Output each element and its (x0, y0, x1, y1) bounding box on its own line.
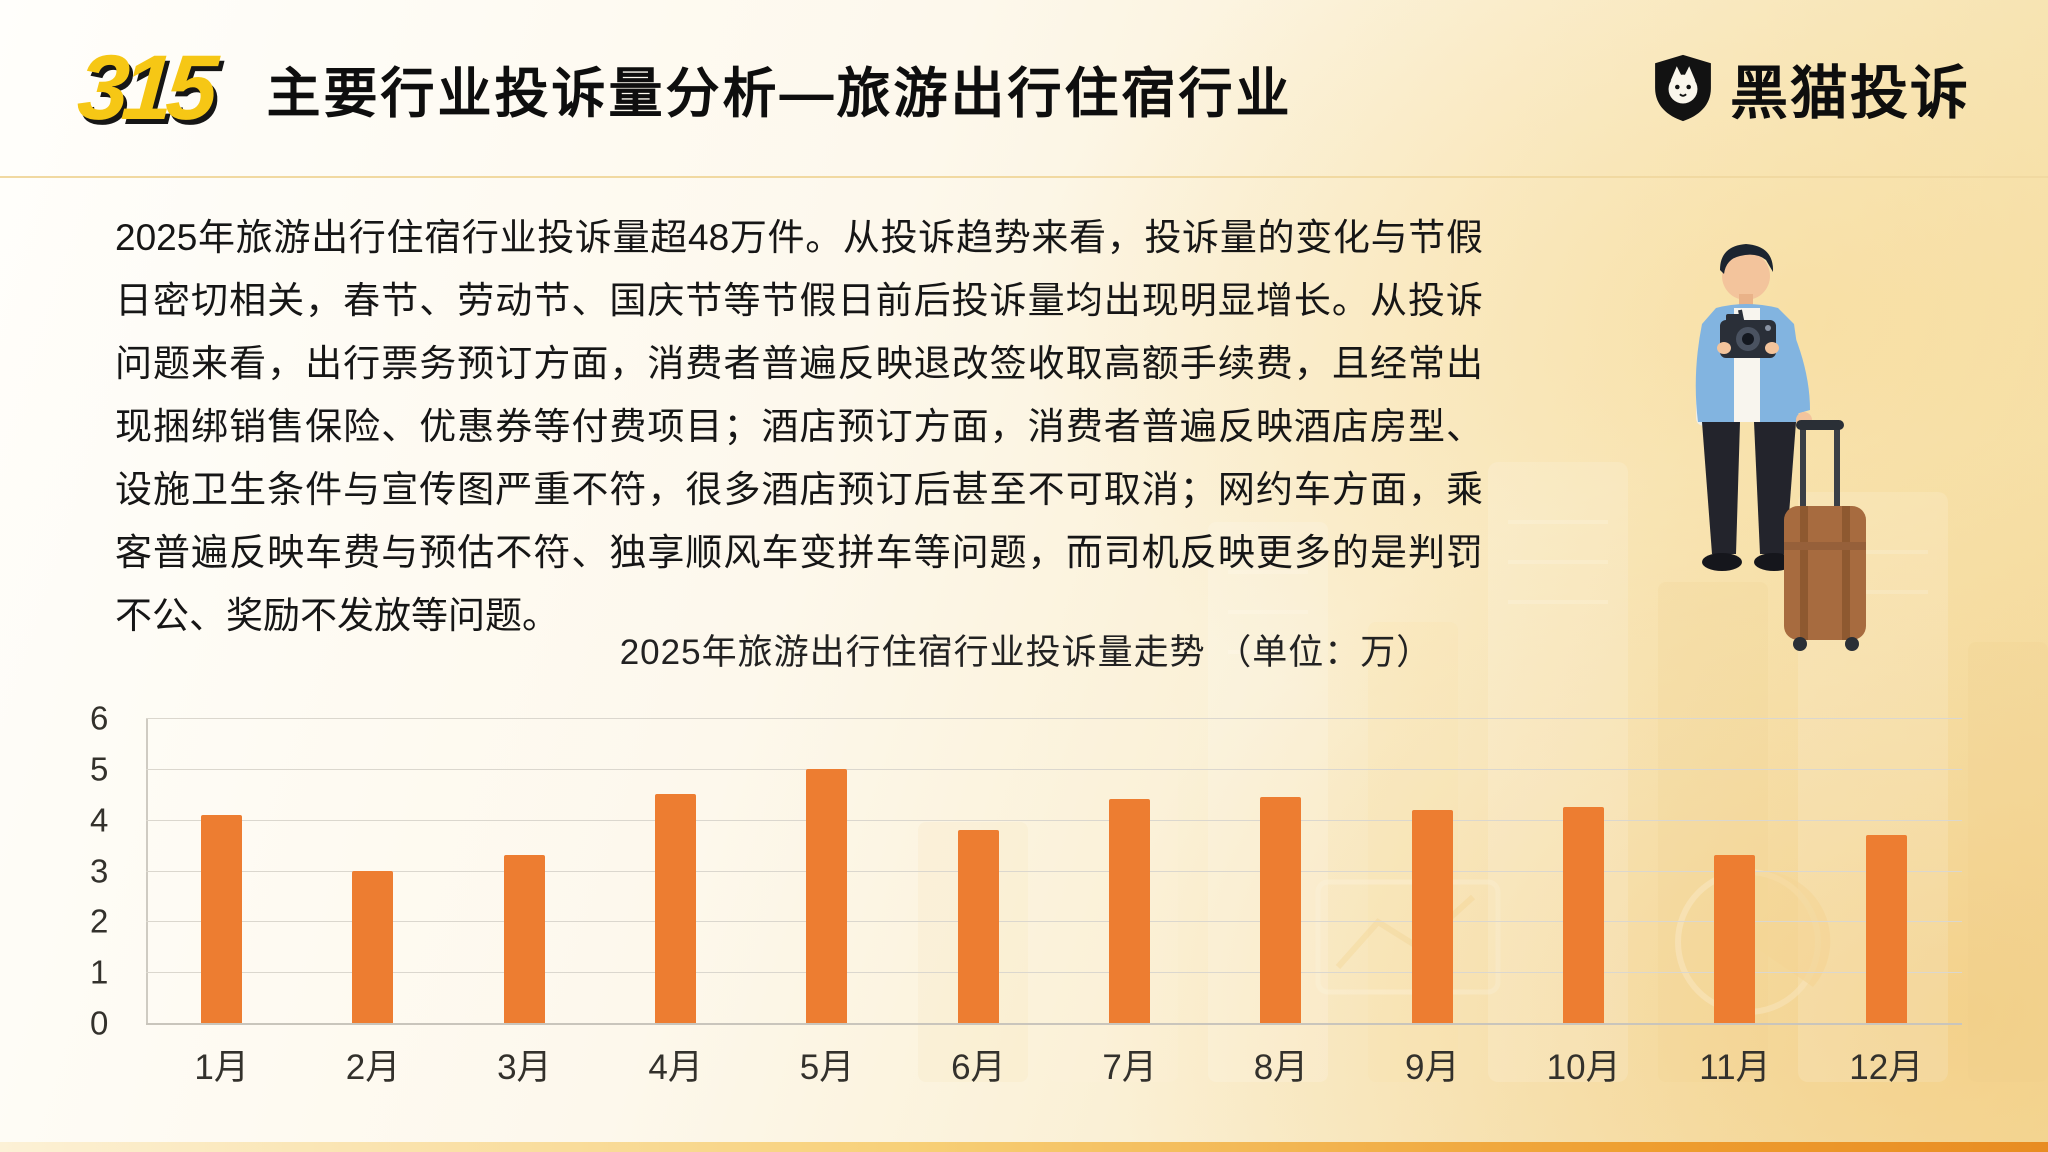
chart-plot-area: 6 5 4 3 2 1 0 (90, 702, 1962, 1040)
bar-column-10月 (1508, 718, 1659, 1023)
bar-column-7月 (1054, 718, 1205, 1023)
bar-5月 (806, 768, 848, 1023)
gridline-1 (146, 972, 1962, 974)
bar-column-8月 (1205, 718, 1356, 1023)
bar-9月 (1411, 809, 1453, 1023)
gridline-2 (146, 921, 1962, 923)
bars-container (146, 718, 1962, 1023)
chart-title: 2025年旅游出行住宿行业投诉量走势 （单位：万） (619, 633, 1433, 672)
traveler-illustration (1695, 244, 1866, 651)
bar-column-11月 (1659, 718, 1810, 1023)
x-tick-6月: 6月 (951, 1048, 1006, 1087)
bar-7月 (1109, 799, 1151, 1023)
bar-6月 (957, 829, 999, 1023)
x-tick-4月: 4月 (648, 1048, 703, 1087)
x-tick-1月: 1月 (194, 1048, 249, 1087)
bar-4月 (655, 794, 697, 1023)
bar-column-2月 (297, 718, 448, 1023)
y-tick-2: 2 (90, 902, 109, 940)
x-tick-12月: 12月 (1849, 1048, 1924, 1087)
brand-name: 黑猫投诉 (1729, 61, 1970, 126)
bar-column-5月 (751, 718, 902, 1023)
bar-2月 (352, 870, 394, 1023)
bar-8月 (1260, 796, 1302, 1023)
x-tick-2月: 2月 (345, 1048, 401, 1087)
315-logo: 315 (74, 37, 215, 139)
bar-column-9月 (1357, 718, 1508, 1023)
gridline-4 (146, 819, 1962, 821)
y-tick-5: 5 (90, 750, 109, 788)
y-tick-3: 3 (90, 852, 109, 889)
bar-column-12月 (1811, 718, 1962, 1023)
bar-11月 (1714, 855, 1756, 1023)
header: 315 主要行业投诉量分析—旅游出行住宿行业 黑猫投诉 (0, 0, 2048, 178)
bar-column-6月 (903, 718, 1054, 1023)
complaints-trend-chart: 2025年旅游出行住宿行业投诉量走势 （单位：万） 6 5 4 3 2 1 0 1月 2月 3月… (90, 624, 1962, 1090)
bar-3月 (503, 855, 545, 1023)
x-tick-3月: 3月 (497, 1048, 552, 1087)
y-tick-1: 1 (90, 953, 109, 991)
x-tick-9月: 9月 (1405, 1048, 1460, 1087)
gridline-0 (146, 1023, 1962, 1025)
gridline-5 (146, 768, 1962, 770)
y-tick-0: 0 (90, 1004, 109, 1042)
bar-12月 (1865, 834, 1907, 1023)
summary-paragraph: 2025年旅游出行住宿行业投诉量超48万件。从投诉趋势来看，投诉量的变化与节假日… (115, 217, 1483, 636)
x-tick-5月: 5月 (799, 1048, 855, 1087)
x-axis-labels: 1月 2月 3月 4月 5月 6月 7月 8月 9月 10月 11月 12月 (146, 1039, 1962, 1090)
x-tick-11月: 11月 (1699, 1048, 1771, 1087)
x-tick-8月: 8月 (1253, 1048, 1309, 1087)
bottom-accent-strip (0, 1142, 2048, 1152)
bar-column-3月 (449, 718, 600, 1023)
heimao-brand: 黑猫投诉 (1652, 46, 1970, 130)
bar-column-1月 (146, 718, 297, 1023)
black-cat-shield-icon (1655, 54, 1711, 122)
gridline-6 (146, 718, 1962, 719)
page-title: 主要行业投诉量分析—旅游出行住宿行业 (266, 63, 1293, 124)
bar-1月 (201, 814, 243, 1023)
bar-10月 (1563, 806, 1605, 1023)
x-tick-10月: 10月 (1546, 1048, 1621, 1087)
x-tick-7月: 7月 (1102, 1048, 1157, 1087)
y-tick-4: 4 (90, 801, 109, 839)
gridline-3 (146, 870, 1962, 872)
y-tick-6: 6 (90, 699, 109, 737)
bar-column-4月 (600, 718, 751, 1023)
